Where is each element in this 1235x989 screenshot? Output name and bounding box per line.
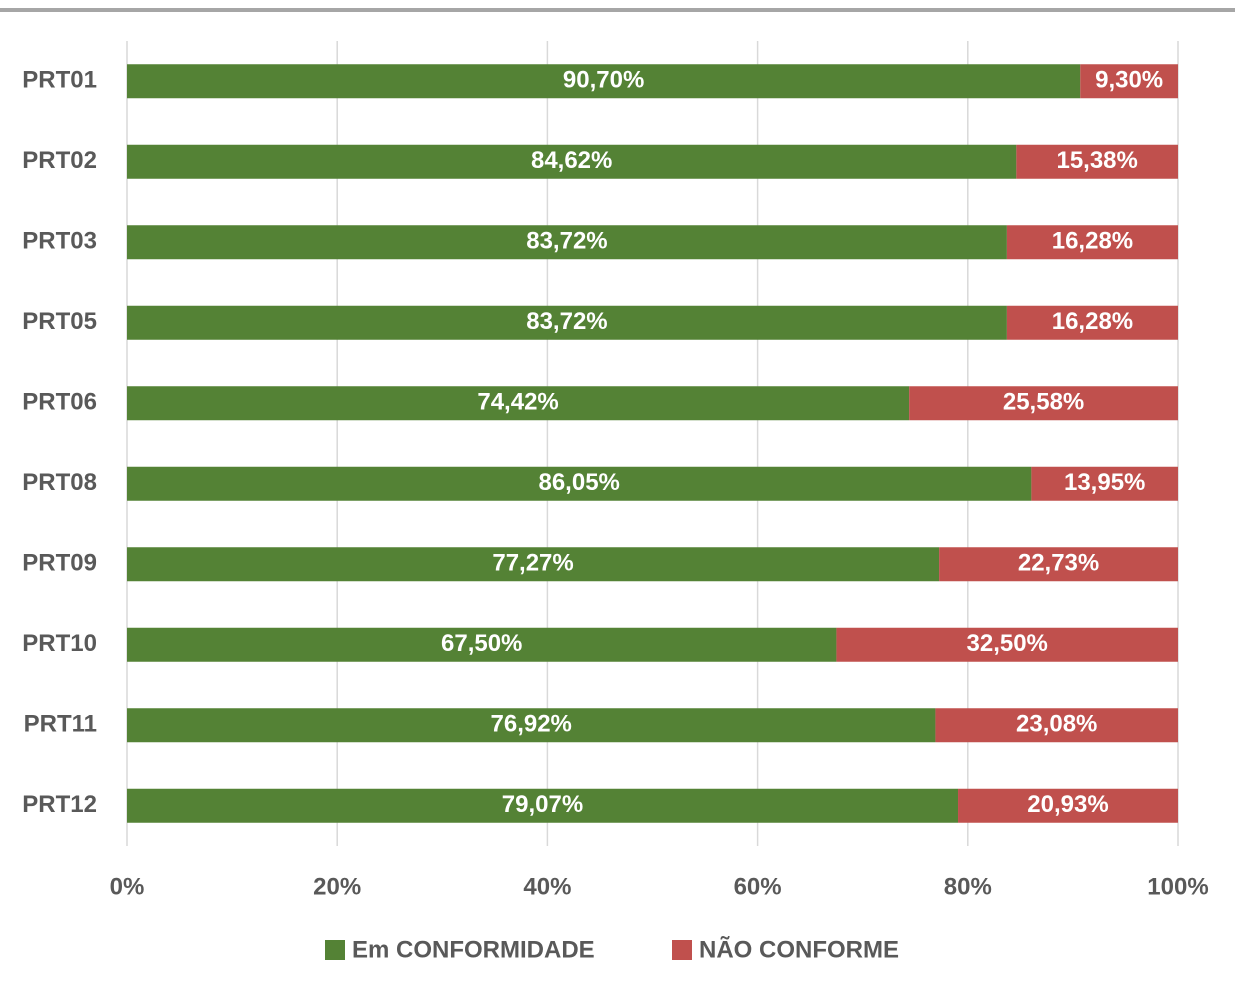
data-label: 25,58%	[1003, 389, 1084, 416]
bar-segment	[127, 144, 1017, 179]
bar-segment	[127, 547, 940, 582]
bar-segment	[127, 708, 936, 743]
data-label: 32,50%	[967, 630, 1048, 657]
x-tick-label: 80%	[944, 873, 992, 900]
bar-segment	[935, 708, 1178, 743]
bar-segment	[127, 64, 1081, 99]
data-label: 79,07%	[502, 791, 583, 818]
x-tick-label: 40%	[523, 873, 571, 900]
data-label: 76,92%	[491, 711, 572, 738]
y-tick-label: PRT06	[22, 389, 97, 416]
data-label: 67,50%	[441, 630, 522, 657]
bar-segment	[909, 386, 1178, 421]
bar-segment	[1080, 64, 1178, 99]
bar-segment	[1006, 225, 1178, 260]
data-label: 83,72%	[526, 228, 607, 255]
bar-segment	[836, 627, 1178, 662]
x-tick-label: 60%	[734, 873, 782, 900]
data-label: 77,27%	[492, 550, 573, 577]
data-label: 13,95%	[1064, 469, 1145, 496]
y-tick-label: PRT05	[22, 308, 97, 335]
data-label: 83,72%	[526, 308, 607, 335]
bar-segment	[958, 788, 1178, 823]
y-tick-label: PRT10	[22, 630, 97, 657]
data-label: 23,08%	[1016, 711, 1097, 738]
y-tick-label: PRT01	[22, 67, 97, 94]
y-tick-label: PRT12	[22, 791, 97, 818]
legend-swatch	[325, 940, 345, 960]
bar-segment	[127, 386, 910, 421]
bar-segment	[1016, 144, 1178, 179]
data-label: 90,70%	[563, 67, 644, 94]
data-label: 15,38%	[1056, 147, 1137, 174]
y-tick-label: PRT03	[22, 228, 97, 255]
legend-label: NÃO CONFORME	[699, 935, 899, 963]
data-label: 86,05%	[538, 469, 619, 496]
bar-segment	[1031, 466, 1178, 501]
bar-segment	[939, 547, 1178, 582]
data-label: 16,28%	[1052, 308, 1133, 335]
y-tick-label: PRT09	[22, 550, 97, 577]
data-label: 22,73%	[1018, 550, 1099, 577]
y-tick-label: PRT02	[22, 147, 97, 174]
data-label: 16,28%	[1052, 228, 1133, 255]
top-border	[0, 8, 1235, 12]
x-tick-label: 0%	[110, 873, 145, 900]
data-label: 9,30%	[1095, 67, 1163, 94]
x-tick-label: 20%	[313, 873, 361, 900]
bar-segment	[1006, 305, 1178, 340]
bar-segment	[127, 305, 1007, 340]
legend-swatch	[672, 940, 692, 960]
y-tick-label: PRT11	[24, 711, 97, 738]
bar-segment	[127, 788, 959, 823]
x-tick-label: 100%	[1147, 873, 1208, 900]
bar-segment	[127, 627, 837, 662]
data-label: 20,93%	[1027, 791, 1108, 818]
y-tick-label: PRT08	[22, 469, 97, 496]
data-label: 74,42%	[477, 389, 558, 416]
data-label: 84,62%	[531, 147, 612, 174]
bar-segment	[127, 225, 1007, 260]
bar-segment	[127, 466, 1032, 501]
legend-label: Em CONFORMIDADE	[352, 936, 595, 963]
